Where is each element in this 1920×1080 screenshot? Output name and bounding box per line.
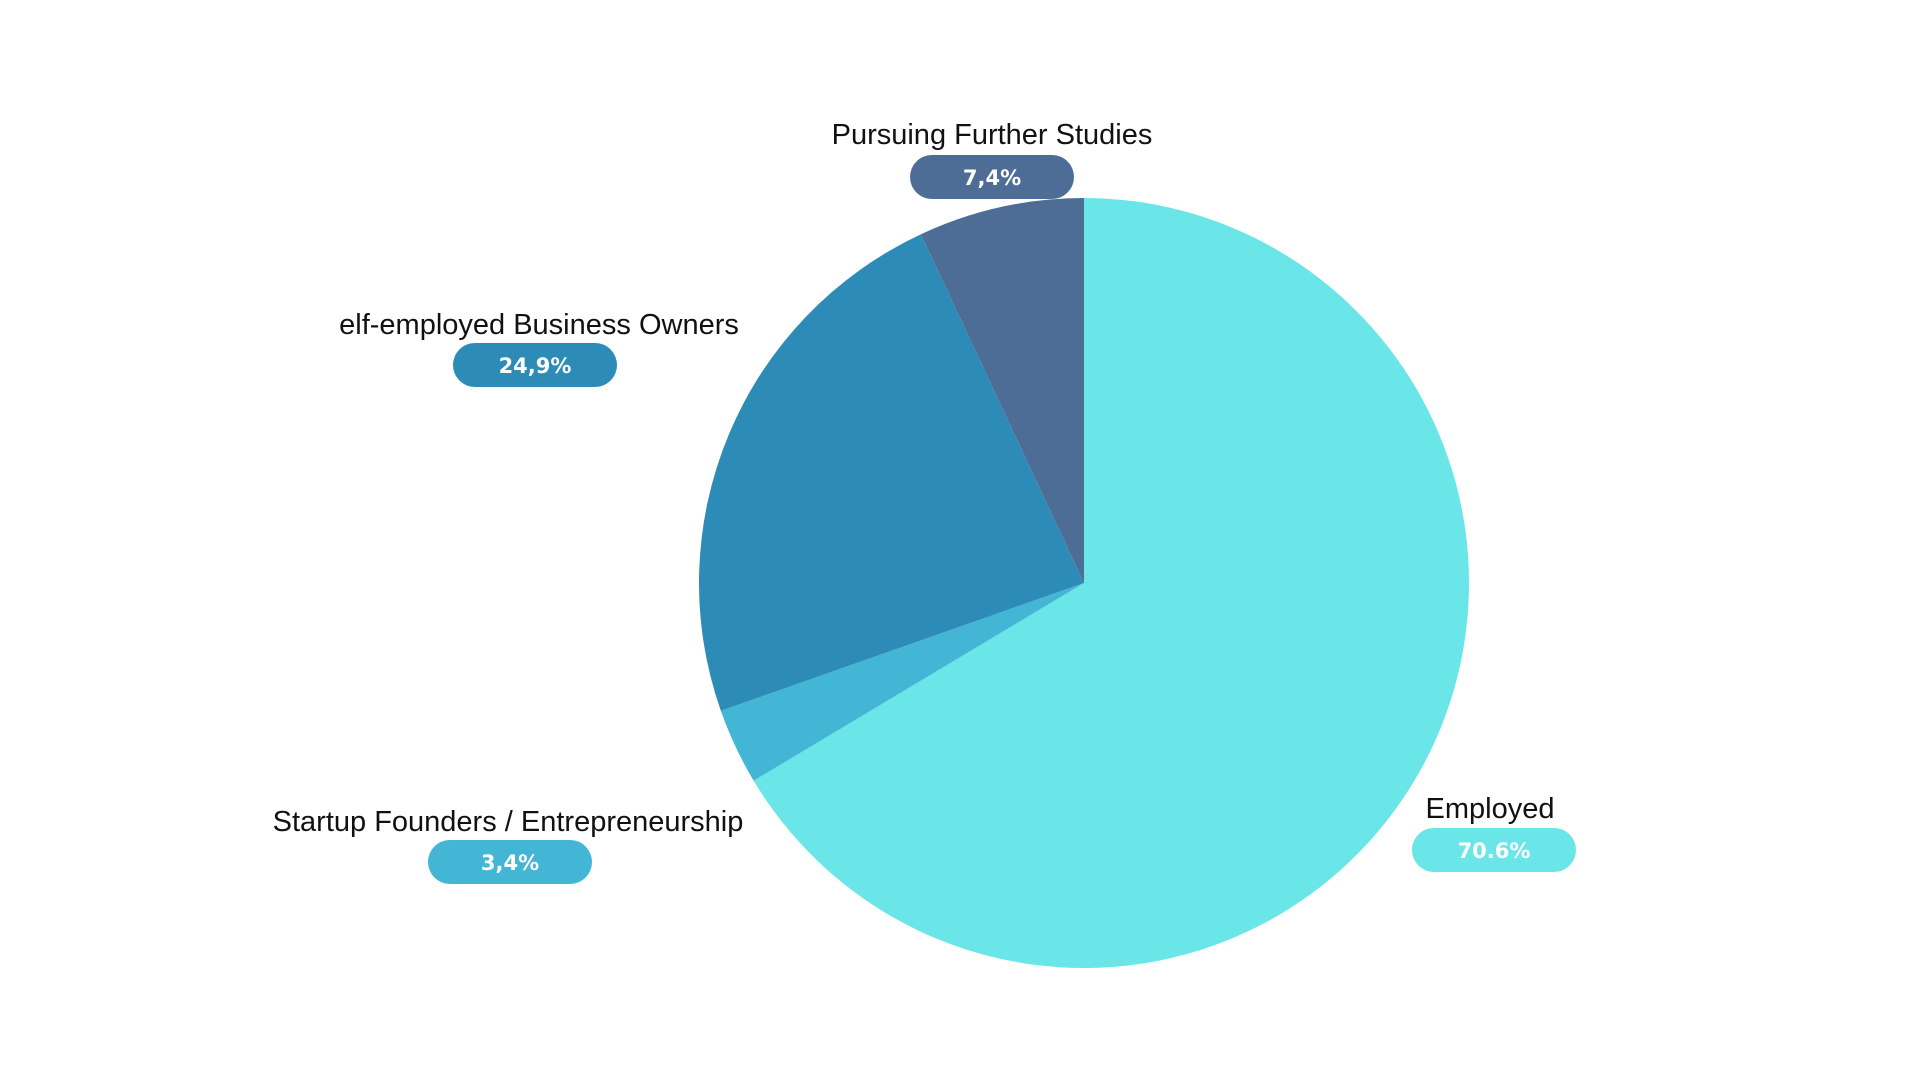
value-pill-3 [910, 155, 1074, 199]
labels-layer: Employed 70.6% Startup Founders / Entrepre… [273, 119, 1576, 884]
pie-slice-3 [920, 198, 1084, 583]
pie-slice-0 [753, 198, 1470, 968]
slices-layer [698, 198, 1470, 968]
value-pill-0 [1412, 828, 1576, 872]
value-pill-1 [428, 840, 592, 884]
value-pill-2 [453, 343, 617, 387]
value-label-2: 24,9% [499, 354, 572, 378]
value-label-1: 3,4% [481, 851, 539, 875]
pie-slice-2 [698, 234, 1084, 711]
slice-label-3: Pursuing Further Studies [832, 119, 1153, 151]
value-label-3: 7,4% [963, 166, 1021, 190]
slice-label-0: Employed [1426, 793, 1555, 825]
value-label-0: 70.6% [1458, 839, 1531, 863]
pie-slice-1 [720, 583, 1084, 781]
slice-label-2: elf-employed Business Owners [339, 309, 739, 341]
slice-label-1: Startup Founders / Entrepreneurship [273, 806, 744, 838]
